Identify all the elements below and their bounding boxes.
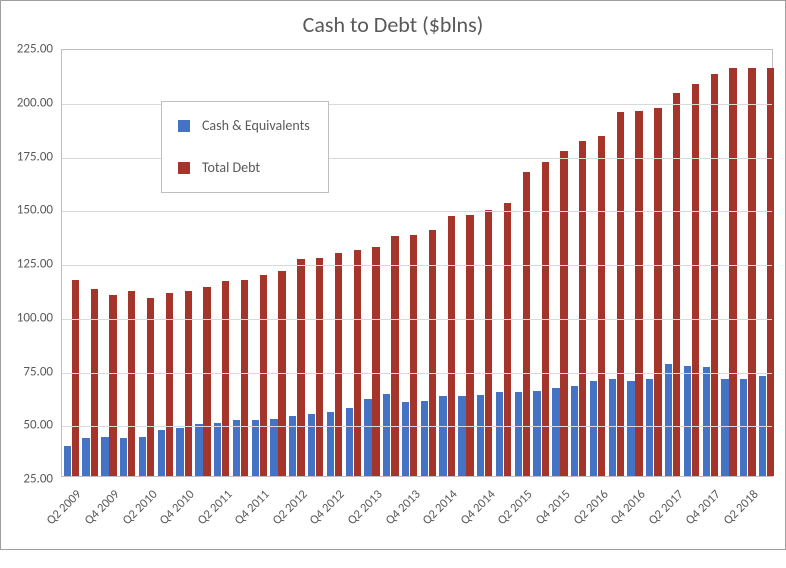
bar <box>552 388 559 476</box>
bar <box>260 275 267 476</box>
bar <box>729 68 736 477</box>
bar <box>767 68 774 477</box>
bar <box>635 111 642 477</box>
bar <box>598 136 605 476</box>
bar <box>646 379 653 476</box>
bar <box>297 259 304 476</box>
bar <box>448 216 455 476</box>
bar <box>703 367 710 476</box>
legend-item: Cash & Equivalents <box>178 116 310 136</box>
bar <box>241 280 248 476</box>
legend-label: Total Debt <box>202 159 260 176</box>
legend-label: Cash & Equivalents <box>202 117 310 134</box>
legend-swatch <box>178 162 190 174</box>
bar <box>364 399 371 476</box>
bar <box>383 394 390 476</box>
bar <box>402 402 409 476</box>
bar <box>64 446 71 476</box>
bar <box>72 280 79 476</box>
grid-line <box>62 319 772 320</box>
y-axis-tick: 150.00 <box>0 203 53 218</box>
bar <box>410 235 417 476</box>
y-axis-tick: 75.00 <box>0 364 53 379</box>
bar <box>203 287 210 476</box>
y-axis-tick: 125.00 <box>0 257 53 272</box>
chart-title: Cash to Debt ($blns) <box>1 11 785 38</box>
bar <box>335 253 342 476</box>
bar <box>270 419 277 476</box>
bar <box>391 236 398 476</box>
bar <box>590 381 597 476</box>
bar <box>711 74 718 476</box>
bar <box>684 366 691 476</box>
bar <box>158 430 165 476</box>
bar <box>515 392 522 476</box>
y-axis-tick: 100.00 <box>0 310 53 325</box>
bar <box>176 428 183 476</box>
grid-line <box>62 211 772 212</box>
bar <box>252 420 259 476</box>
y-axis-tick: 175.00 <box>0 149 53 164</box>
chart-frame: Cash to Debt ($blns) Cash & Equivalents T… <box>0 0 786 550</box>
bar <box>458 396 465 476</box>
bar <box>627 381 634 476</box>
bar <box>166 293 173 476</box>
bar <box>617 112 624 476</box>
bar <box>571 386 578 476</box>
y-axis-tick: 50.00 <box>0 418 53 433</box>
bar <box>466 215 473 476</box>
bar <box>308 414 315 476</box>
y-axis-tick: 225.00 <box>0 42 53 57</box>
bar <box>327 412 334 477</box>
bar <box>109 295 116 476</box>
legend: Cash & Equivalents Total Debt <box>161 101 329 193</box>
bar <box>748 68 755 477</box>
bar <box>316 258 323 476</box>
y-axis-tick: 200.00 <box>0 95 53 110</box>
bar <box>523 172 530 476</box>
bar <box>673 93 680 476</box>
bar <box>665 364 672 476</box>
bar <box>214 423 221 476</box>
bar <box>82 438 89 476</box>
bar <box>346 408 353 476</box>
legend-swatch <box>178 120 190 132</box>
bar <box>740 379 747 476</box>
bar <box>533 391 540 476</box>
bar <box>560 151 567 476</box>
bar <box>195 424 202 476</box>
bar <box>439 396 446 476</box>
bar <box>372 247 379 476</box>
bar <box>139 437 146 476</box>
bar <box>485 210 492 476</box>
bar <box>120 438 127 476</box>
bar <box>91 289 98 476</box>
bar <box>504 203 511 476</box>
y-axis-tick: 25.00 <box>0 472 53 487</box>
bar <box>654 108 661 476</box>
grid-line <box>62 426 772 427</box>
bar <box>421 401 428 476</box>
bar <box>147 298 154 476</box>
bar <box>721 379 728 476</box>
bar <box>609 379 616 476</box>
bar <box>496 392 503 476</box>
bar <box>477 395 484 476</box>
bar <box>429 230 436 476</box>
bar <box>233 420 240 476</box>
bar <box>289 416 296 476</box>
bar <box>222 281 229 476</box>
legend-item: Total Debt <box>178 158 310 178</box>
bar <box>692 84 699 476</box>
bar <box>354 250 361 476</box>
grid-line <box>62 373 772 374</box>
bar <box>101 437 108 476</box>
grid-line <box>62 265 772 266</box>
